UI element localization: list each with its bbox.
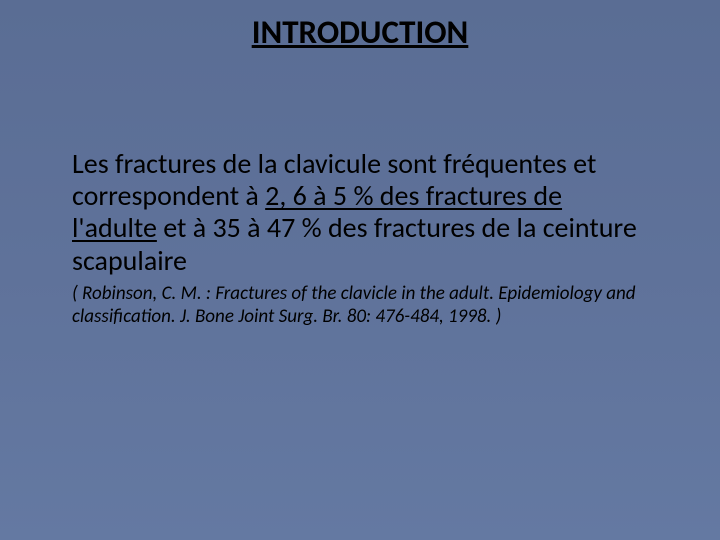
main-paragraph: Les fractures de la clavicule sont fréqu… (72, 148, 652, 277)
citation: ( Robinson, C. M. : Fractures of the cla… (72, 283, 652, 329)
para-seg-3: et à 35 à 47 % des fractures de la ceint… (72, 210, 637, 277)
slide-title: INTRODUCTION (0, 12, 720, 52)
body-block: Les fractures de la clavicule sont fréqu… (72, 148, 652, 328)
